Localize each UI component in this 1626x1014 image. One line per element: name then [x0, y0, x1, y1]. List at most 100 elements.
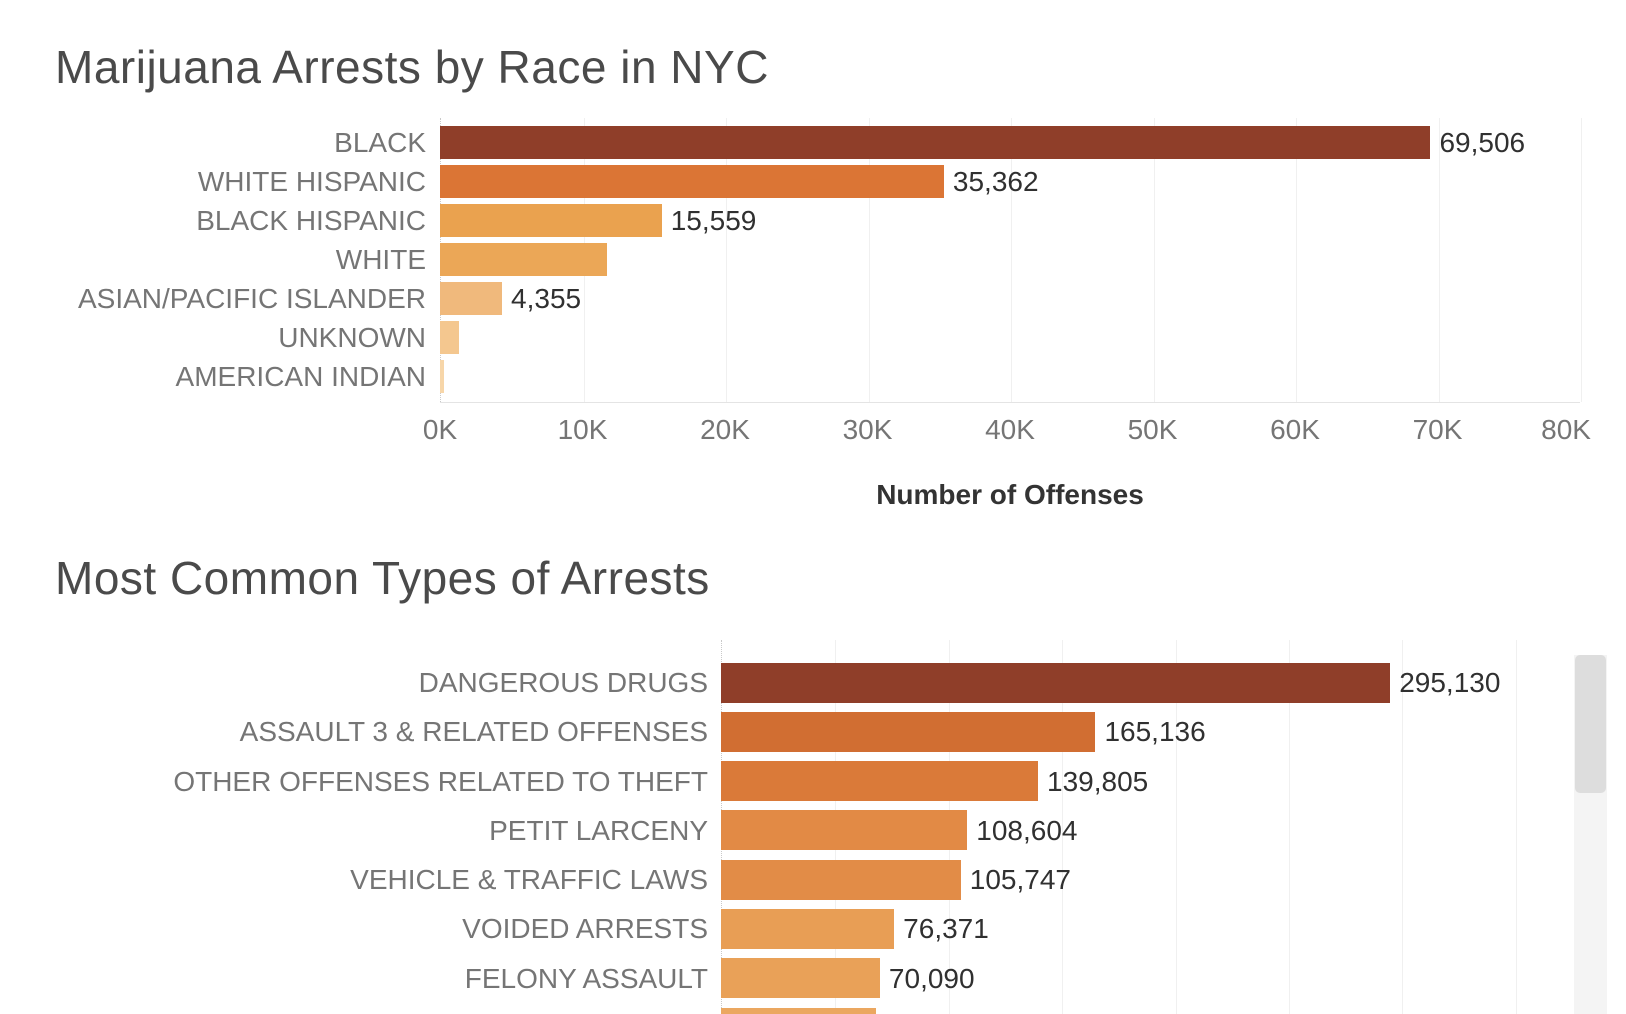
- bar-area: [440, 240, 1580, 279]
- chart-row: FELONY ASSAULT 70,090: [0, 954, 1560, 1003]
- bar-area: 295,130: [721, 658, 1560, 707]
- category-label: AMERICAN INDIAN: [175, 361, 426, 392]
- scrollbar-thumb[interactable]: [1575, 655, 1606, 793]
- chart-row: BLACK 69,506: [0, 123, 1580, 162]
- value-label: 165,136: [1104, 716, 1206, 748]
- bar[interactable]: [721, 761, 1039, 802]
- x-axis-line: [440, 402, 1580, 403]
- gridline: [1175, 640, 1177, 1014]
- category-label: VOIDED ARRESTS: [462, 913, 708, 945]
- category-label: WHITE HISPANIC: [197, 166, 426, 197]
- bar[interactable]: [721, 909, 895, 950]
- x-axis-tick-label: 10K: [557, 414, 608, 445]
- bar[interactable]: [440, 360, 445, 393]
- bar-area: 4,355: [440, 279, 1580, 318]
- bar-area: 139,805: [721, 757, 1560, 806]
- bar[interactable]: [440, 165, 944, 198]
- chart-row: OTHER OFFENSES RELATED TO THEFT 139,805: [0, 757, 1560, 806]
- category-label: ASIAN/PACIFIC ISLANDER: [77, 283, 426, 314]
- gridline: [868, 118, 870, 402]
- bar-area: [440, 357, 1580, 396]
- category-label: FELONY ASSAULT: [464, 962, 708, 994]
- chart-row: [0, 1003, 1560, 1014]
- bar[interactable]: [440, 204, 662, 237]
- gridline: [1288, 640, 1290, 1014]
- category-label: WHITE: [335, 244, 426, 275]
- chart-row: WHITE: [0, 240, 1580, 279]
- x-axis-tick-label: 70K: [1412, 414, 1463, 445]
- gridline: [1062, 640, 1064, 1014]
- category-label: PETIT LARCENY: [489, 814, 708, 846]
- category-label: [0, 1003, 721, 1014]
- gridline: [1402, 640, 1404, 1014]
- value-label: 35,362: [952, 166, 1039, 197]
- value-label: 295,130: [1399, 667, 1501, 698]
- bar[interactable]: [721, 1007, 877, 1014]
- bar-area: 165,136: [721, 707, 1560, 756]
- bar-rows: DANGEROUS DRUGS 295,130 ASSAULT 3 & RELATE…: [0, 658, 1560, 1014]
- value-label: 108,604: [976, 814, 1078, 846]
- category-label: OTHER OFFENSES RELATED TO THEFT: [173, 765, 708, 797]
- category-label: UNKNOWN: [278, 322, 426, 353]
- bar-area: 105,747: [721, 855, 1560, 904]
- x-axis-ticks: 0K 10K 20K 30K 40K 50K 60K 70K 80K: [423, 413, 1591, 447]
- bar[interactable]: [440, 282, 503, 315]
- x-axis-tick-label: 40K: [985, 414, 1035, 445]
- bar-area: 69,506: [440, 123, 1580, 162]
- gridline: [1438, 118, 1440, 402]
- bar-area: [440, 318, 1580, 357]
- bar[interactable]: [721, 810, 968, 851]
- bar-area: 35,362: [440, 162, 1580, 201]
- category-label: BLACK HISPANIC: [196, 205, 426, 236]
- x-axis-tick-label: 20K: [700, 414, 750, 445]
- vertical-scrollbar[interactable]: [1574, 655, 1607, 1014]
- chart-row: PETIT LARCENY 108,604: [0, 806, 1560, 855]
- chart-title: Marijuana Arrests by Race in NYC: [55, 41, 769, 93]
- chart-row: UNKNOWN: [0, 318, 1580, 357]
- value-label: 76,371: [903, 913, 989, 945]
- chart-row: ASIAN/PACIFIC ISLANDER 4,355: [0, 279, 1580, 318]
- x-axis-tick-label: 80K: [1541, 414, 1591, 445]
- bar[interactable]: [440, 243, 607, 276]
- bar-area: 70,090: [721, 954, 1560, 1003]
- gridline: [1011, 118, 1012, 402]
- value-label: 70,090: [888, 962, 975, 994]
- value-label: 105,747: [969, 864, 1071, 896]
- gridline: [1515, 640, 1517, 1014]
- value-label: 69,506: [1439, 127, 1526, 158]
- x-axis-title: Number of Offenses: [876, 479, 1144, 510]
- x-axis-tick-label: 30K: [842, 414, 893, 445]
- category-label: BLACK: [334, 127, 426, 158]
- chart-row: WHITE HISPANIC 35,362: [0, 162, 1580, 201]
- gridline: [1581, 118, 1582, 402]
- category-label: DANGEROUS DRUGS: [418, 667, 708, 698]
- x-axis-tick-label: 50K: [1127, 414, 1178, 445]
- chart-row: ASSAULT 3 & RELATED OFFENSES 165,136: [0, 707, 1560, 756]
- bar[interactable]: [721, 711, 1096, 752]
- gridline: [1296, 118, 1297, 402]
- chart-row: VEHICLE & TRAFFIC LAWS 105,747: [0, 855, 1560, 904]
- bar[interactable]: [440, 321, 459, 354]
- chart-row: DANGEROUS DRUGS 295,130: [0, 658, 1560, 707]
- gridline: [726, 118, 727, 402]
- bar[interactable]: [721, 958, 880, 999]
- chart-row: BLACK HISPANIC 15,559: [0, 201, 1580, 240]
- bar[interactable]: [440, 126, 1431, 159]
- x-axis-tick-label: 60K: [1270, 414, 1320, 445]
- value-label: 4,355: [511, 283, 582, 314]
- bar-area: 15,559: [440, 201, 1580, 240]
- gridline: [1153, 118, 1155, 402]
- bar-area: 76,371: [721, 904, 1560, 953]
- category-label: ASSAULT 3 & RELATED OFFENSES: [239, 716, 708, 748]
- x-axis-tick-label: 0K: [422, 414, 458, 445]
- bar-area: 108,604: [721, 806, 1560, 855]
- category-label: VEHICLE & TRAFFIC LAWS: [350, 864, 708, 896]
- value-label: 139,805: [1047, 765, 1149, 797]
- bar[interactable]: [721, 662, 1391, 703]
- bar[interactable]: [721, 859, 961, 900]
- chart-row: VOIDED ARRESTS 76,371: [0, 904, 1560, 953]
- bar-area: [721, 1003, 1560, 1014]
- chart-row: AMERICAN INDIAN: [0, 357, 1580, 396]
- bar-rows: BLACK 69,506 WHITE HISPANIC 35,362 BLACK HIS…: [0, 123, 1580, 396]
